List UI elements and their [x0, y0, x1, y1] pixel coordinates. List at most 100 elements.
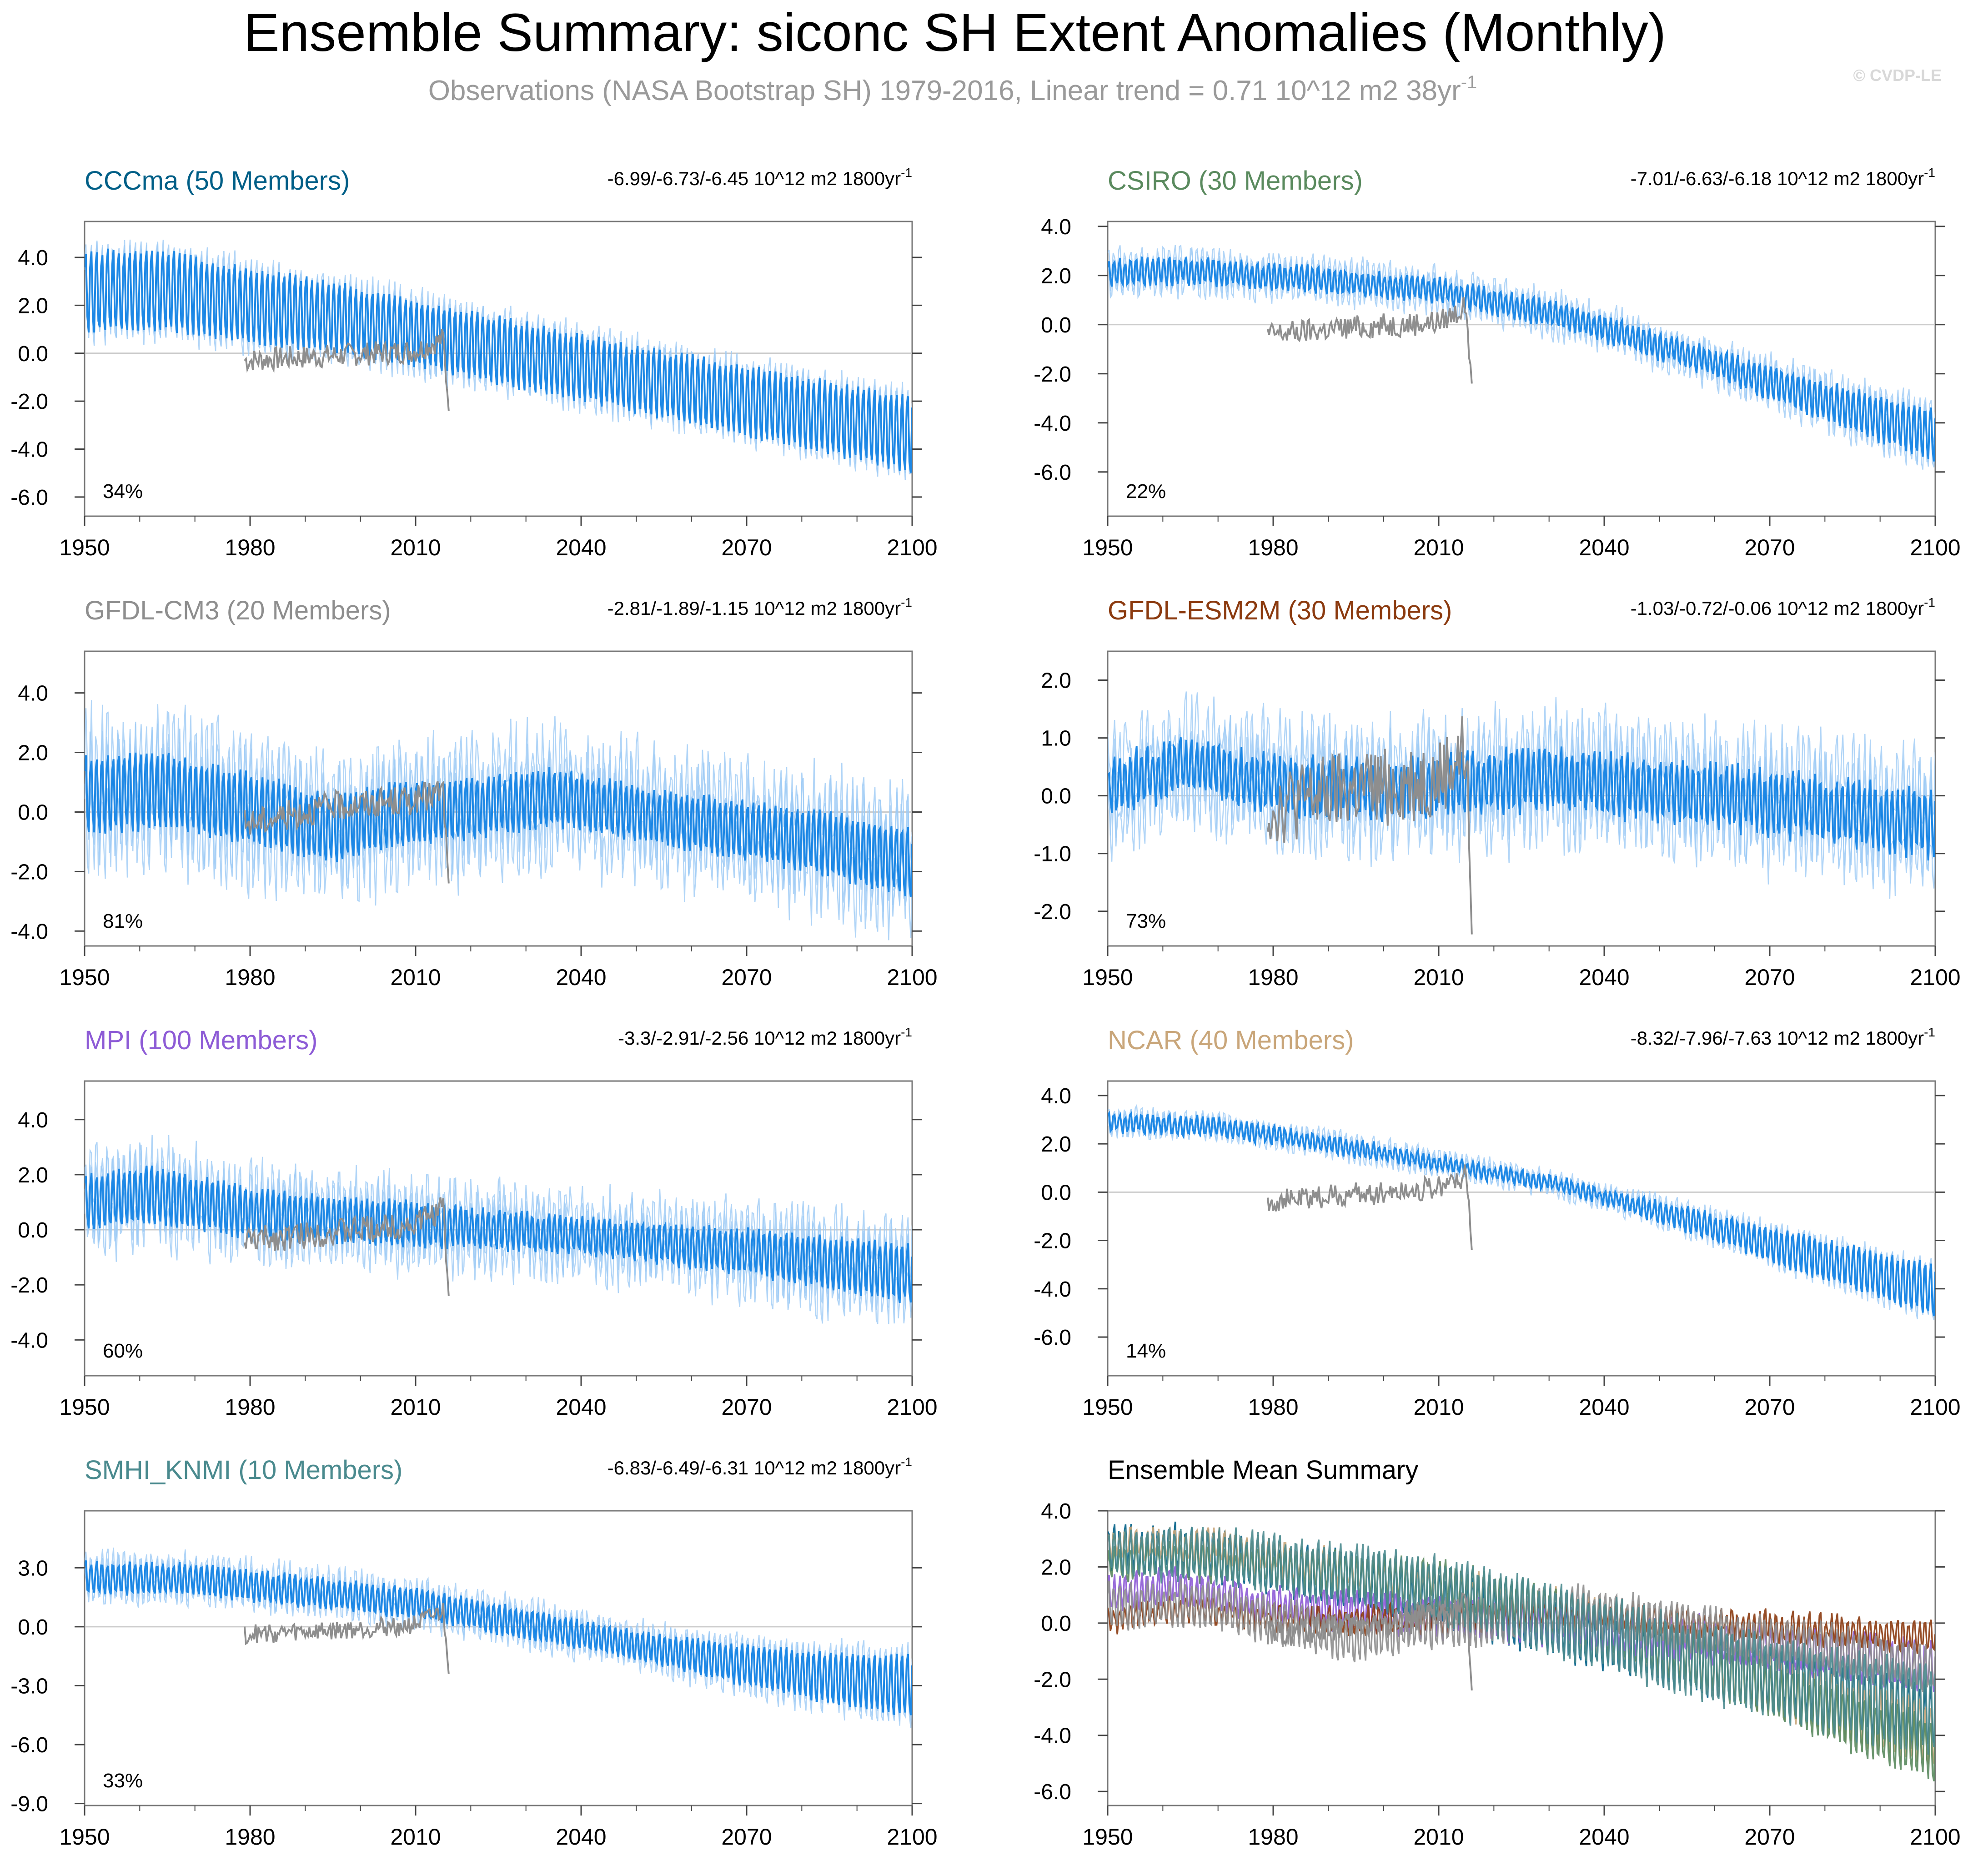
observations-line: [1266, 1592, 1473, 1691]
y-tick-label: -2.0: [1034, 1229, 1071, 1253]
plot-area: [85, 1135, 912, 1324]
panel-trend-superscript: -1: [901, 1455, 912, 1469]
y-tick-label: 0.0: [1041, 1181, 1071, 1205]
x-tick-label: 1980: [1248, 1824, 1298, 1850]
x-tick-label: 2100: [1910, 1824, 1960, 1850]
y-tick-label: 2.0: [1041, 1555, 1071, 1579]
y-tick-label: -4.0: [10, 438, 48, 462]
series-smhi-knmi: [1108, 1527, 1935, 1755]
panel-trend: -8.32/-7.96/-7.63 10^12 m2 1800yr-1: [1631, 1025, 1935, 1049]
plot-frame: [1107, 221, 1936, 517]
y-tick-label: -4.0: [1034, 412, 1071, 436]
y-tick-label: -2.0: [10, 1273, 48, 1298]
plot-area: [85, 700, 912, 941]
panel-csiro: CSIRO (30 Members) -7.01/-6.63/-6.18 10^1…: [1034, 166, 1960, 560]
watermark: © CVDP-LE: [1853, 66, 1942, 85]
x-tick-label: 1980: [1248, 1394, 1298, 1420]
x-tick-label: 1980: [225, 965, 275, 990]
panel-trend: -6.99/-6.73/-6.45 10^12 m2 1800yr-1: [607, 166, 912, 189]
panel-trend: -7.01/-6.63/-6.18 10^12 m2 1800yr-1: [1631, 166, 1935, 189]
x-tick-label: 1950: [1082, 1394, 1133, 1420]
y-tick-label: 0.0: [18, 800, 48, 825]
x-tick-label: 2070: [721, 535, 772, 560]
y-tick-label: -4.0: [1034, 1277, 1071, 1302]
x-tick-label: 1950: [59, 1394, 110, 1420]
plot-area: [85, 239, 912, 480]
x-tick-label: 2040: [1579, 1394, 1629, 1420]
y-tick-label: -2.0: [10, 390, 48, 414]
panel-title: Ensemble Mean Summary: [1108, 1455, 1418, 1485]
x-tick-label: 2040: [1579, 965, 1629, 990]
panel-trend: -2.81/-1.89/-1.15 10^12 m2 1800yr-1: [607, 595, 912, 619]
panel-ensemble-mean-summary: Ensemble Mean Summary 1950 1980 2010 2040 207…: [1034, 1455, 1960, 1850]
y-tick-label: -2.0: [1034, 362, 1071, 387]
y-tick-label: 0.0: [1041, 313, 1071, 337]
y-tick-label: -2.0: [1034, 1668, 1071, 1692]
x-tick-label: 2040: [1579, 1824, 1629, 1850]
x-tick-label: 2010: [390, 1394, 441, 1420]
x-tick-label: 2010: [1413, 965, 1464, 990]
panel-title: CSIRO (30 Members): [1108, 166, 1363, 196]
panel-smhi-knmi: SMHI_KNMI (10 Members) -6.83/-6.49/-6.31 …: [10, 1455, 937, 1850]
x-tick-label: 2010: [390, 965, 441, 990]
x-tick-label: 2010: [1413, 1824, 1464, 1850]
plot-frame: [84, 221, 913, 517]
x-tick-label: 2070: [721, 965, 772, 990]
y-tick-label: 2.0: [18, 294, 48, 318]
ensemble-mean-line: [1108, 1111, 1935, 1316]
x-tick-label: 2040: [556, 535, 606, 560]
ensemble-mean-line: [85, 1165, 912, 1303]
observations-line: [1266, 1164, 1473, 1250]
x-tick-label: 2100: [887, 1394, 937, 1420]
observations-line: [243, 1603, 450, 1674]
panel-trend-text: -6.83/-6.49/-6.31 10^12 m2 1800yr: [607, 1457, 901, 1479]
y-tick-label: 0.0: [18, 1615, 48, 1640]
panel-trend-text: -2.81/-1.89/-1.15 10^12 m2 1800yr: [607, 598, 901, 619]
panel-trend: -1.03/-0.72/-0.06 10^12 m2 1800yr-1: [1631, 595, 1935, 619]
panel-percent: 81%: [103, 910, 143, 932]
figure-subtitle: Observations (NASA Bootstrap SH) 1979-20…: [428, 72, 1477, 106]
y-tick-label: -1.0: [1034, 842, 1071, 866]
observations-line: [244, 329, 450, 411]
panel-trend-superscript: -1: [901, 595, 912, 609]
y-tick-label: -6.0: [10, 486, 48, 510]
panel-ncar: NCAR (40 Members) -8.32/-7.96/-7.63 10^12…: [1034, 1025, 1960, 1420]
panel-trend-text: -8.32/-7.96/-7.63 10^12 m2 1800yr: [1631, 1027, 1924, 1049]
observations-line: [1266, 297, 1473, 384]
y-tick-label: 4.0: [18, 682, 48, 706]
ensemble-member-line: [85, 239, 912, 469]
x-tick-label: 2040: [556, 965, 606, 990]
panel-title: GFDL-ESM2M (30 Members): [1108, 596, 1452, 625]
x-tick-label: 2070: [1744, 965, 1795, 990]
observations-line: [243, 780, 450, 884]
plot-area: [85, 1547, 912, 1728]
y-tick-label: -4.0: [10, 1328, 48, 1353]
y-tick-label: -6.0: [1034, 1326, 1071, 1350]
x-tick-label: 1980: [1248, 535, 1298, 560]
y-tick-label: 4.0: [1041, 215, 1071, 239]
y-tick-label: -9.0: [10, 1792, 48, 1816]
x-tick-label: 2010: [1413, 535, 1464, 560]
x-tick-label: 1950: [1082, 535, 1133, 560]
plot-frame: [84, 1510, 913, 1806]
plot-area: [1108, 691, 1935, 935]
panel-title: MPI (100 Members): [85, 1026, 317, 1055]
y-tick-label: -6.0: [10, 1733, 48, 1757]
panel-trend-superscript: -1: [1924, 166, 1935, 180]
y-tick-label: 2.0: [1041, 264, 1071, 288]
panel-trend: -6.83/-6.49/-6.31 10^12 m2 1800yr-1: [607, 1455, 912, 1479]
ensemble-mean-line: [85, 1560, 912, 1715]
x-tick-label: 1950: [1082, 1824, 1133, 1850]
ensemble-mean-line: [1108, 257, 1935, 462]
ensemble-mean-line: [85, 248, 912, 473]
x-tick-label: 1950: [59, 965, 110, 990]
ensemble-member-line: [85, 700, 912, 886]
x-tick-label: 1980: [225, 1394, 275, 1420]
y-tick-label: 0.0: [1041, 785, 1071, 809]
ensemble-mean-line: [1108, 737, 1935, 861]
ensemble-mean-line: [85, 752, 912, 897]
y-tick-label: 4.0: [1041, 1084, 1071, 1108]
x-tick-label: 2100: [1910, 965, 1960, 990]
